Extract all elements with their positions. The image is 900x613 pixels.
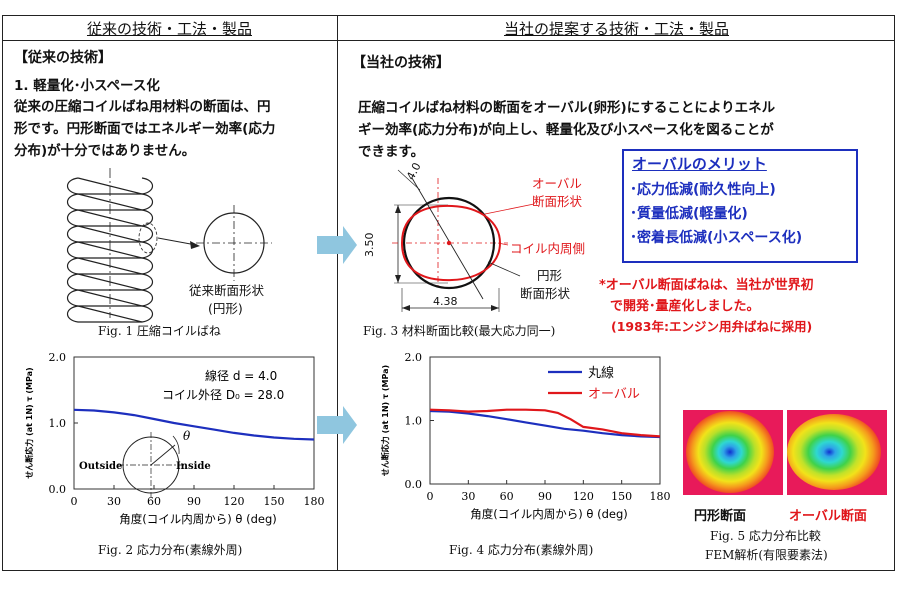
x-tick-label: 120 xyxy=(224,495,245,508)
series-line-オーバル xyxy=(429,408,661,438)
world-first-note-1: *オーバル断面ばねは、当社が世界初 xyxy=(599,278,814,293)
fig3-circle-label-2: 断面形状 xyxy=(520,286,571,301)
plot-frame xyxy=(429,356,661,485)
y-tick-label: 0.0 xyxy=(49,483,67,496)
right-column-header: 当社の提案する技術・工法・製品 xyxy=(503,20,729,38)
world-first-note-3: (1983年:エンジン用弁ばねに採用) xyxy=(611,319,813,334)
fig2-caption: Fig. 2 応力分布(素線外周) xyxy=(98,543,243,557)
world-first-note-2: で開発･量産化しました。 xyxy=(610,299,760,314)
y-axis-label: せん断応力 (at 1N) τ (MPa) xyxy=(24,367,34,478)
x-tick-label: 120 xyxy=(573,490,594,503)
x-tick-label: 0 xyxy=(71,495,78,508)
series-line-main xyxy=(73,408,315,441)
theta-ray xyxy=(150,444,176,466)
x-tick-label: 180 xyxy=(304,495,325,508)
fig5-circle-label: 円形断面 xyxy=(694,509,747,524)
legend-label: オーバル xyxy=(588,387,640,402)
annotation-coil-od: コイル外径 D₀ = 28.0 xyxy=(162,388,284,402)
right-paragraph-line-3: できます。 xyxy=(358,144,425,160)
theta-arc xyxy=(172,435,180,455)
left-paragraph-line-1: 従来の圧縮コイルばね用材料の断面は、円 xyxy=(14,99,271,115)
fig1-shape-label-line-2: (円形) xyxy=(208,301,243,316)
x-tick-label: 60 xyxy=(500,490,514,503)
x-tick-label: 90 xyxy=(538,490,552,503)
fig1-caption: Fig. 1 圧縮コイルばね xyxy=(98,324,221,338)
right-section-title: 【当社の技術】 xyxy=(352,55,450,71)
left-paragraph-line-3: 分布)が十分ではありません。 xyxy=(14,143,196,159)
x-tick-label: 90 xyxy=(187,495,201,508)
x-axis-label: 角度(コイル内周から) θ (deg) xyxy=(119,512,276,526)
fig5-oval-label: オーバル断面 xyxy=(789,509,867,524)
fig3-caption: Fig. 3 材料断面比較(最大応力同一) xyxy=(363,324,556,338)
y-tick-label: 2.0 xyxy=(49,351,67,364)
fig3-circle-label-1: 円形 xyxy=(537,268,563,283)
fig3-oval-label-2: 断面形状 xyxy=(532,194,583,209)
fig3-dim-width: 4.38 xyxy=(433,295,458,308)
fig1-shape-label-line-1: 従来断面形状 xyxy=(189,283,265,298)
legend-label: 丸線 xyxy=(588,365,614,381)
column-divider xyxy=(337,15,339,571)
x-tick-label: 150 xyxy=(611,490,632,503)
header-divider xyxy=(2,40,895,42)
merit-item-3: ･密着長低減(小スペース化) xyxy=(630,230,803,246)
y-tick-label: 1.0 xyxy=(405,415,423,428)
left-paragraph-line-2: 形です。円形断面ではエネルギー効率(応力 xyxy=(14,121,276,137)
outside-label: Outside xyxy=(79,461,122,472)
x-tick-label: 30 xyxy=(461,490,475,503)
right-paragraph-line-2: ギー効率(応力分布)が向上し、軽量化及び小スペース化を図ることが xyxy=(358,122,774,138)
outer-frame xyxy=(2,15,895,571)
left-section-title: 【従来の技術】 xyxy=(14,50,112,66)
x-axis-label: 角度(コイル内周から) θ (deg) xyxy=(470,507,627,521)
x-tick-label: 150 xyxy=(264,495,285,508)
right-paragraph-line-1: 圧縮コイルばね材料の断面をオーバル(卵形)にすることによりエネル xyxy=(358,100,776,116)
fig3-coil-inner-label: コイル内周側 xyxy=(510,241,586,256)
merit-item-2: ･質量低減(軽量化) xyxy=(630,206,748,222)
merit-title: オーバルのメリット xyxy=(632,155,767,173)
x-tick-label: 180 xyxy=(650,490,671,503)
y-tick-label: 0.0 xyxy=(405,478,423,491)
inside-label: Inside xyxy=(176,461,211,472)
left-column-header: 従来の技術・工法・製品 xyxy=(86,20,252,38)
x-tick-label: 30 xyxy=(107,495,121,508)
fig3-oval-label-1: オーバル xyxy=(532,176,582,191)
oval-merit-box: オーバルのメリット ･応力低減(耐久性向上) ･質量低減(軽量化) ･密着長低減… xyxy=(622,149,858,263)
fig4-caption: Fig. 4 応力分布(素線外周) xyxy=(449,543,594,557)
y-tick-label: 1.0 xyxy=(49,417,67,430)
theta-label: θ xyxy=(183,429,191,443)
fig5-caption: Fig. 5 応力分布比較 xyxy=(710,529,821,543)
y-tick-label: 2.0 xyxy=(405,351,423,364)
left-item-title: 1. 軽量化･小スペース化 xyxy=(14,78,160,94)
fig5-subcaption: FEM解析(有限要素法) xyxy=(705,548,828,562)
x-tick-label: 60 xyxy=(147,495,161,508)
y-axis-label: せん断応力 (at 1N) τ (MPa) xyxy=(380,365,390,476)
merit-item-1: ･応力低減(耐久性向上) xyxy=(630,182,776,198)
x-tick-label: 0 xyxy=(427,490,434,503)
annotation-wire-dia: 線径 d = 4.0 xyxy=(205,368,277,383)
series-line-丸線 xyxy=(429,409,661,439)
